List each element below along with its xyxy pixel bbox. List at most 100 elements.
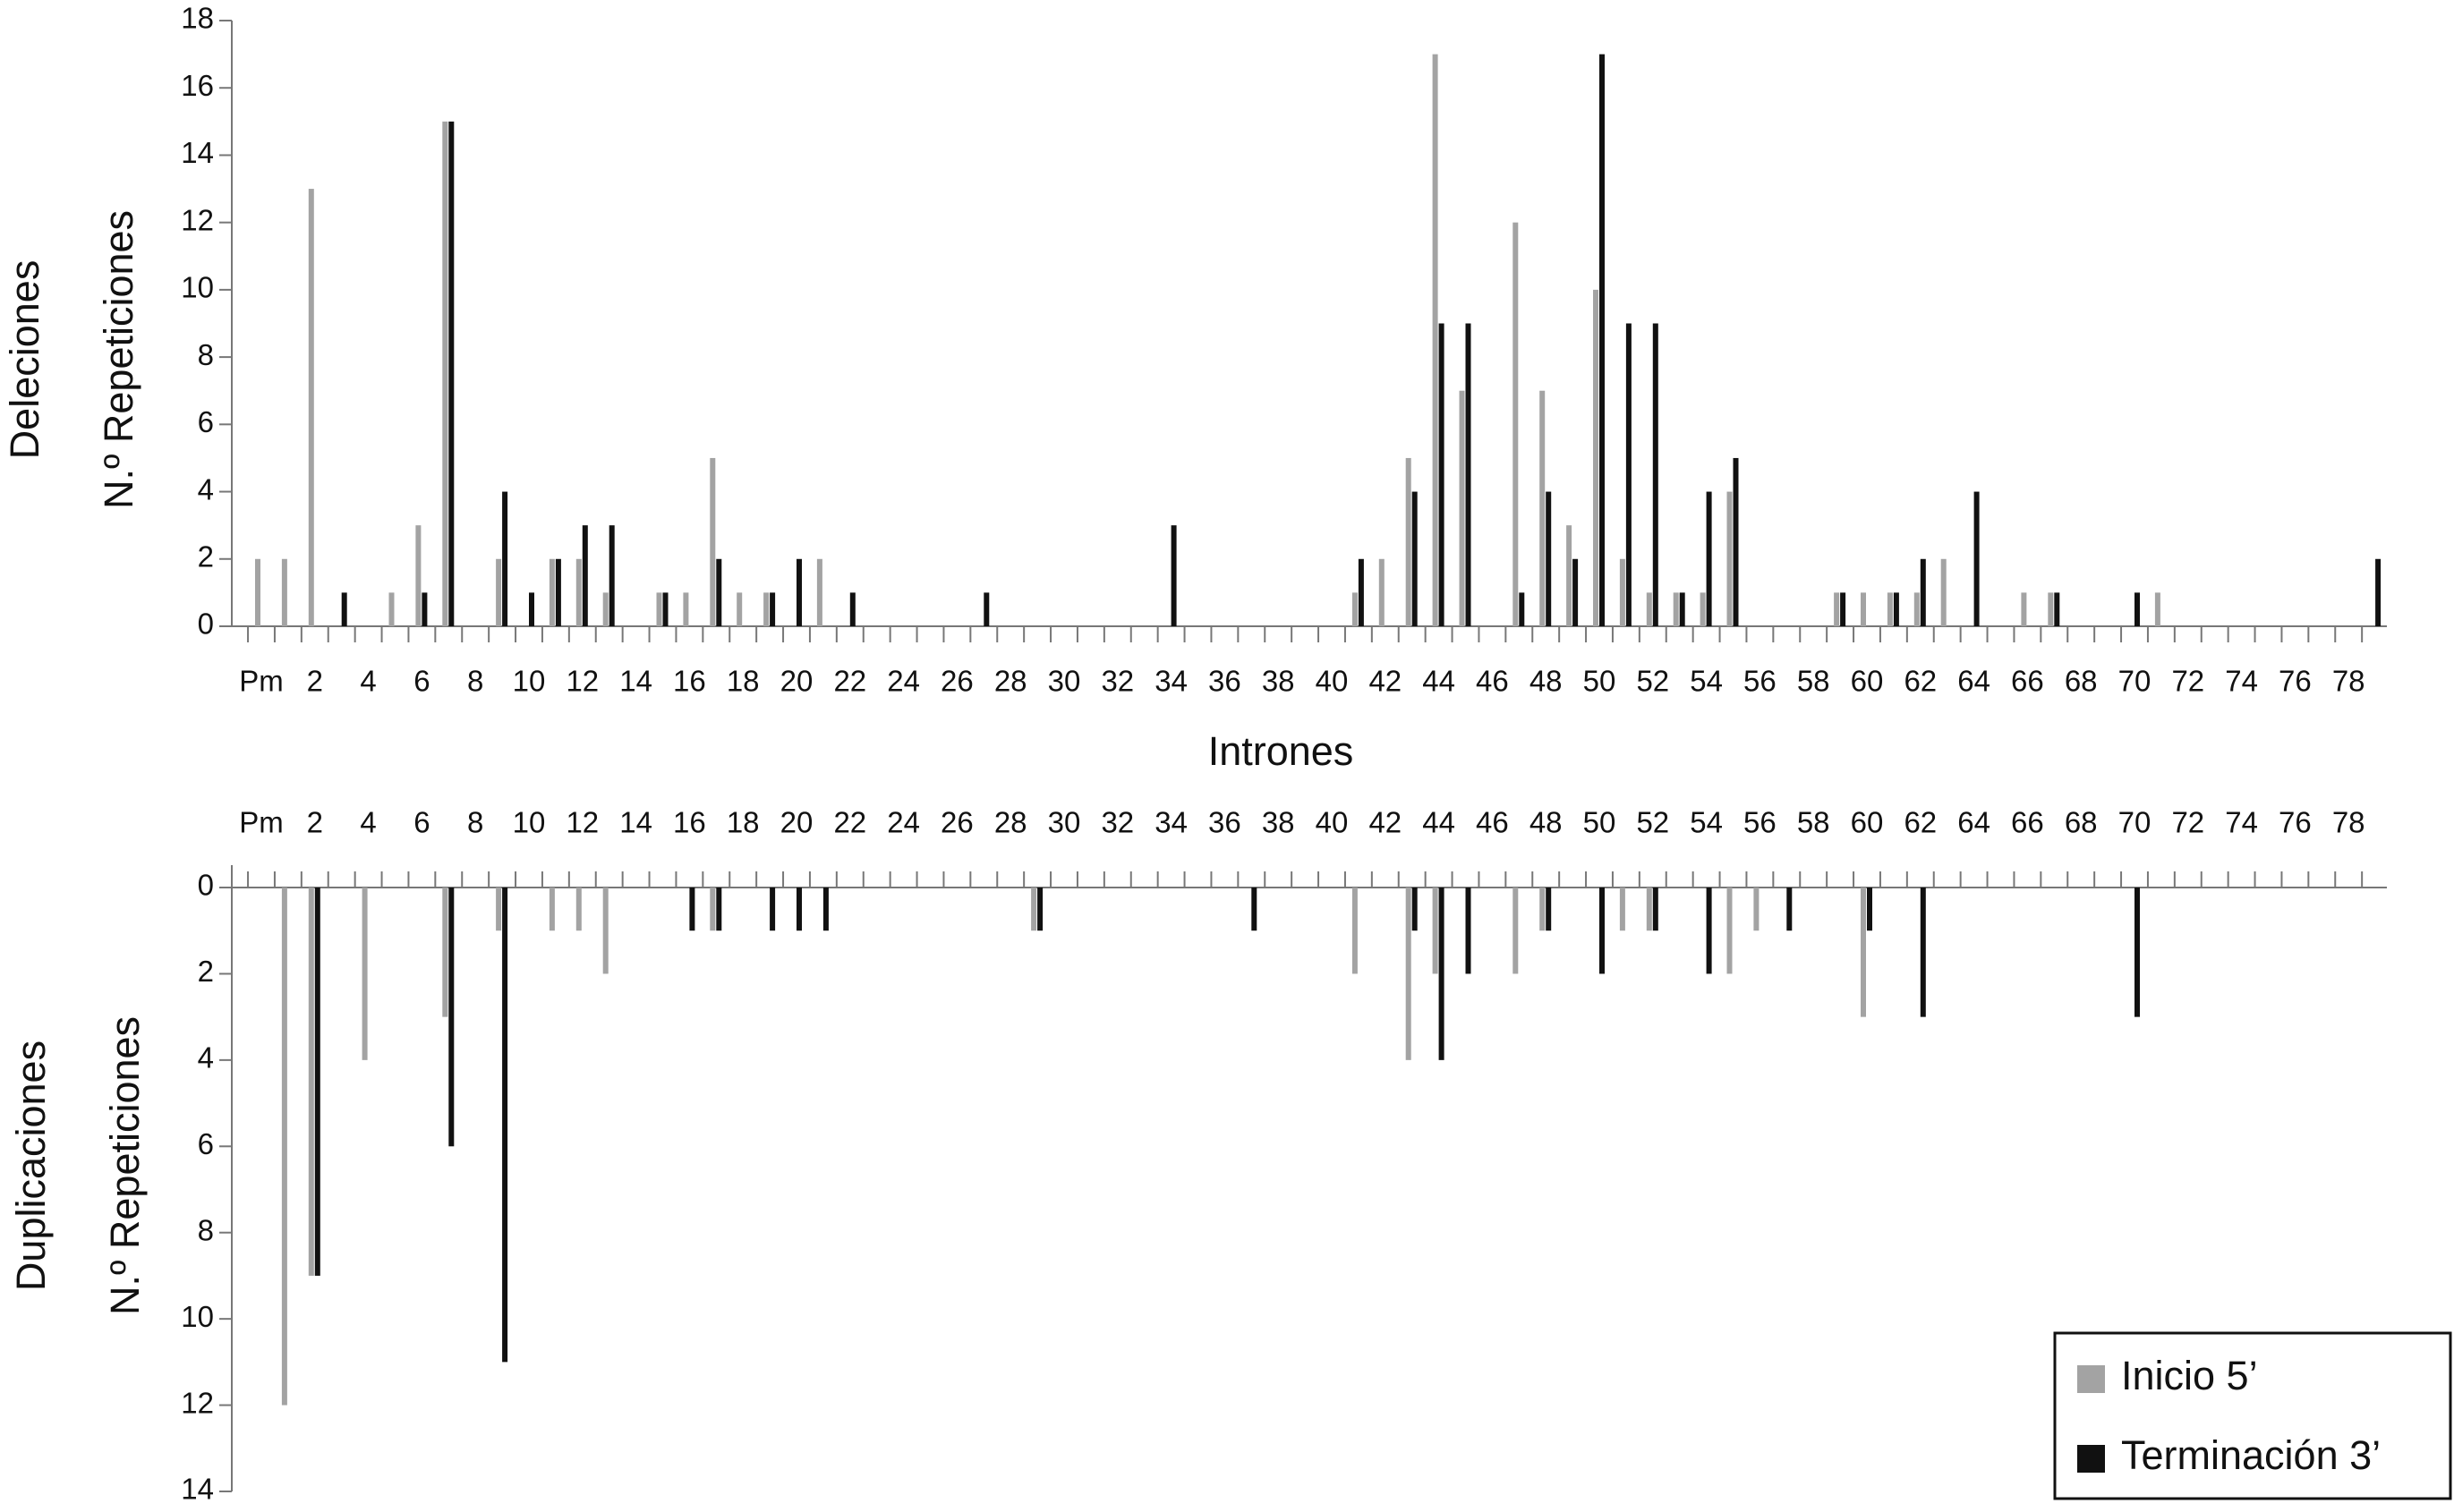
- x-tick-label: 58: [1797, 806, 1830, 839]
- y-tick-label: 4: [198, 1041, 214, 1075]
- bar: [1673, 592, 1679, 626]
- bar: [1753, 888, 1760, 931]
- bar: [1438, 323, 1444, 626]
- y-tick-label: 0: [198, 869, 214, 902]
- bar: [1465, 888, 1471, 974]
- x-tick-label: 2: [307, 665, 323, 698]
- bar: [1411, 888, 1418, 931]
- x-tick-label: 6: [413, 806, 430, 839]
- bar: [1546, 888, 1552, 931]
- x-tick-label: 52: [1636, 665, 1669, 698]
- x-tick-label: 68: [2065, 806, 2098, 839]
- bar: [448, 888, 455, 1147]
- bar: [716, 558, 722, 626]
- y-tick-label: 12: [181, 1386, 214, 1419]
- bar: [689, 888, 695, 931]
- x-tick-label: 48: [1529, 806, 1563, 839]
- x-tick-label: 26: [941, 665, 974, 698]
- bar: [502, 888, 508, 1363]
- bar: [1546, 491, 1552, 626]
- x-tick-label: Pm: [239, 806, 284, 839]
- bar: [1625, 323, 1632, 626]
- bar: [341, 592, 347, 626]
- x-tick-label: 22: [833, 806, 866, 839]
- x-tick-label: 4: [360, 806, 376, 839]
- bar: [710, 457, 716, 626]
- x-tick-label: 10: [513, 806, 546, 839]
- bar: [2134, 592, 2140, 626]
- bar: [1572, 558, 1579, 626]
- bar: [1887, 592, 1893, 626]
- x-tick-label: 6: [413, 665, 430, 698]
- x-tick-label: 12: [566, 806, 599, 839]
- bar: [549, 558, 555, 626]
- x-tick-label: 14: [619, 806, 652, 839]
- bar: [1599, 888, 1605, 974]
- x-tick-label: 56: [1743, 665, 1777, 698]
- legend-label: Inicio 5’: [2121, 1353, 2258, 1398]
- bar: [1652, 888, 1658, 931]
- x-tick-label: 40: [1316, 806, 1349, 839]
- bar: [1706, 491, 1712, 626]
- bar: [255, 558, 260, 626]
- bar: [2054, 592, 2060, 626]
- bar: [1539, 390, 1546, 626]
- bar: [575, 558, 582, 626]
- y-tick-label: 14: [181, 1473, 214, 1506]
- y-tick-label: 14: [181, 136, 214, 169]
- y-tick-label: 10: [181, 1300, 214, 1333]
- bar: [1566, 525, 1572, 626]
- bar: [1861, 888, 1866, 1017]
- bar: [602, 592, 609, 626]
- x-tick-label: 10: [513, 665, 546, 698]
- x-tick-label: 74: [2225, 806, 2258, 839]
- bar: [1411, 491, 1418, 626]
- x-tick-label: 66: [2011, 806, 2044, 839]
- x-tick-label: 22: [833, 665, 866, 698]
- y-tick-label: 16: [181, 69, 214, 102]
- bar: [609, 525, 615, 626]
- bar: [2021, 592, 2027, 626]
- x-tick-label: 38: [1262, 806, 1295, 839]
- bar: [1920, 888, 1926, 1017]
- x-tick-label: 64: [1957, 806, 1990, 839]
- bar: [1031, 888, 1037, 931]
- bar: [2134, 888, 2140, 1017]
- bar: [1438, 888, 1444, 1060]
- y-tick-label: 8: [198, 1213, 214, 1246]
- bar: [1171, 525, 1177, 626]
- bar: [1251, 888, 1257, 931]
- bar: [1619, 888, 1625, 931]
- bar: [1652, 323, 1658, 626]
- bar: [1726, 888, 1733, 974]
- x-tick-label: 26: [941, 806, 974, 839]
- x-tick-label: 36: [1208, 806, 1241, 839]
- x-tick-label: 54: [1690, 665, 1723, 698]
- x-tick-label: 16: [673, 665, 706, 698]
- x-title: Intrones: [1208, 728, 1354, 774]
- x-tick-label: 70: [2118, 665, 2152, 698]
- y-tick-label: 12: [181, 203, 214, 236]
- bar: [1599, 54, 1605, 627]
- bar: [1465, 323, 1471, 626]
- y-tick-label: 4: [198, 472, 214, 505]
- bar: [549, 888, 555, 931]
- bar: [1037, 888, 1044, 931]
- x-tick-label: 42: [1368, 806, 1402, 839]
- bar: [1733, 457, 1739, 626]
- x-tick-label: 44: [1422, 806, 1455, 839]
- y-tick-label: 2: [198, 955, 214, 988]
- x-tick-label: 16: [673, 806, 706, 839]
- bar: [308, 189, 314, 627]
- bar: [1539, 888, 1546, 931]
- bar: [1940, 558, 1947, 626]
- bar: [1700, 592, 1706, 626]
- y-tick-label: 10: [181, 271, 214, 304]
- y-tick-label: 8: [198, 338, 214, 371]
- bar: [314, 888, 320, 1276]
- bar: [849, 592, 856, 626]
- bar: [984, 592, 990, 626]
- bar: [683, 592, 689, 626]
- x-tick-label: 70: [2118, 806, 2152, 839]
- x-tick-label: 34: [1155, 665, 1188, 698]
